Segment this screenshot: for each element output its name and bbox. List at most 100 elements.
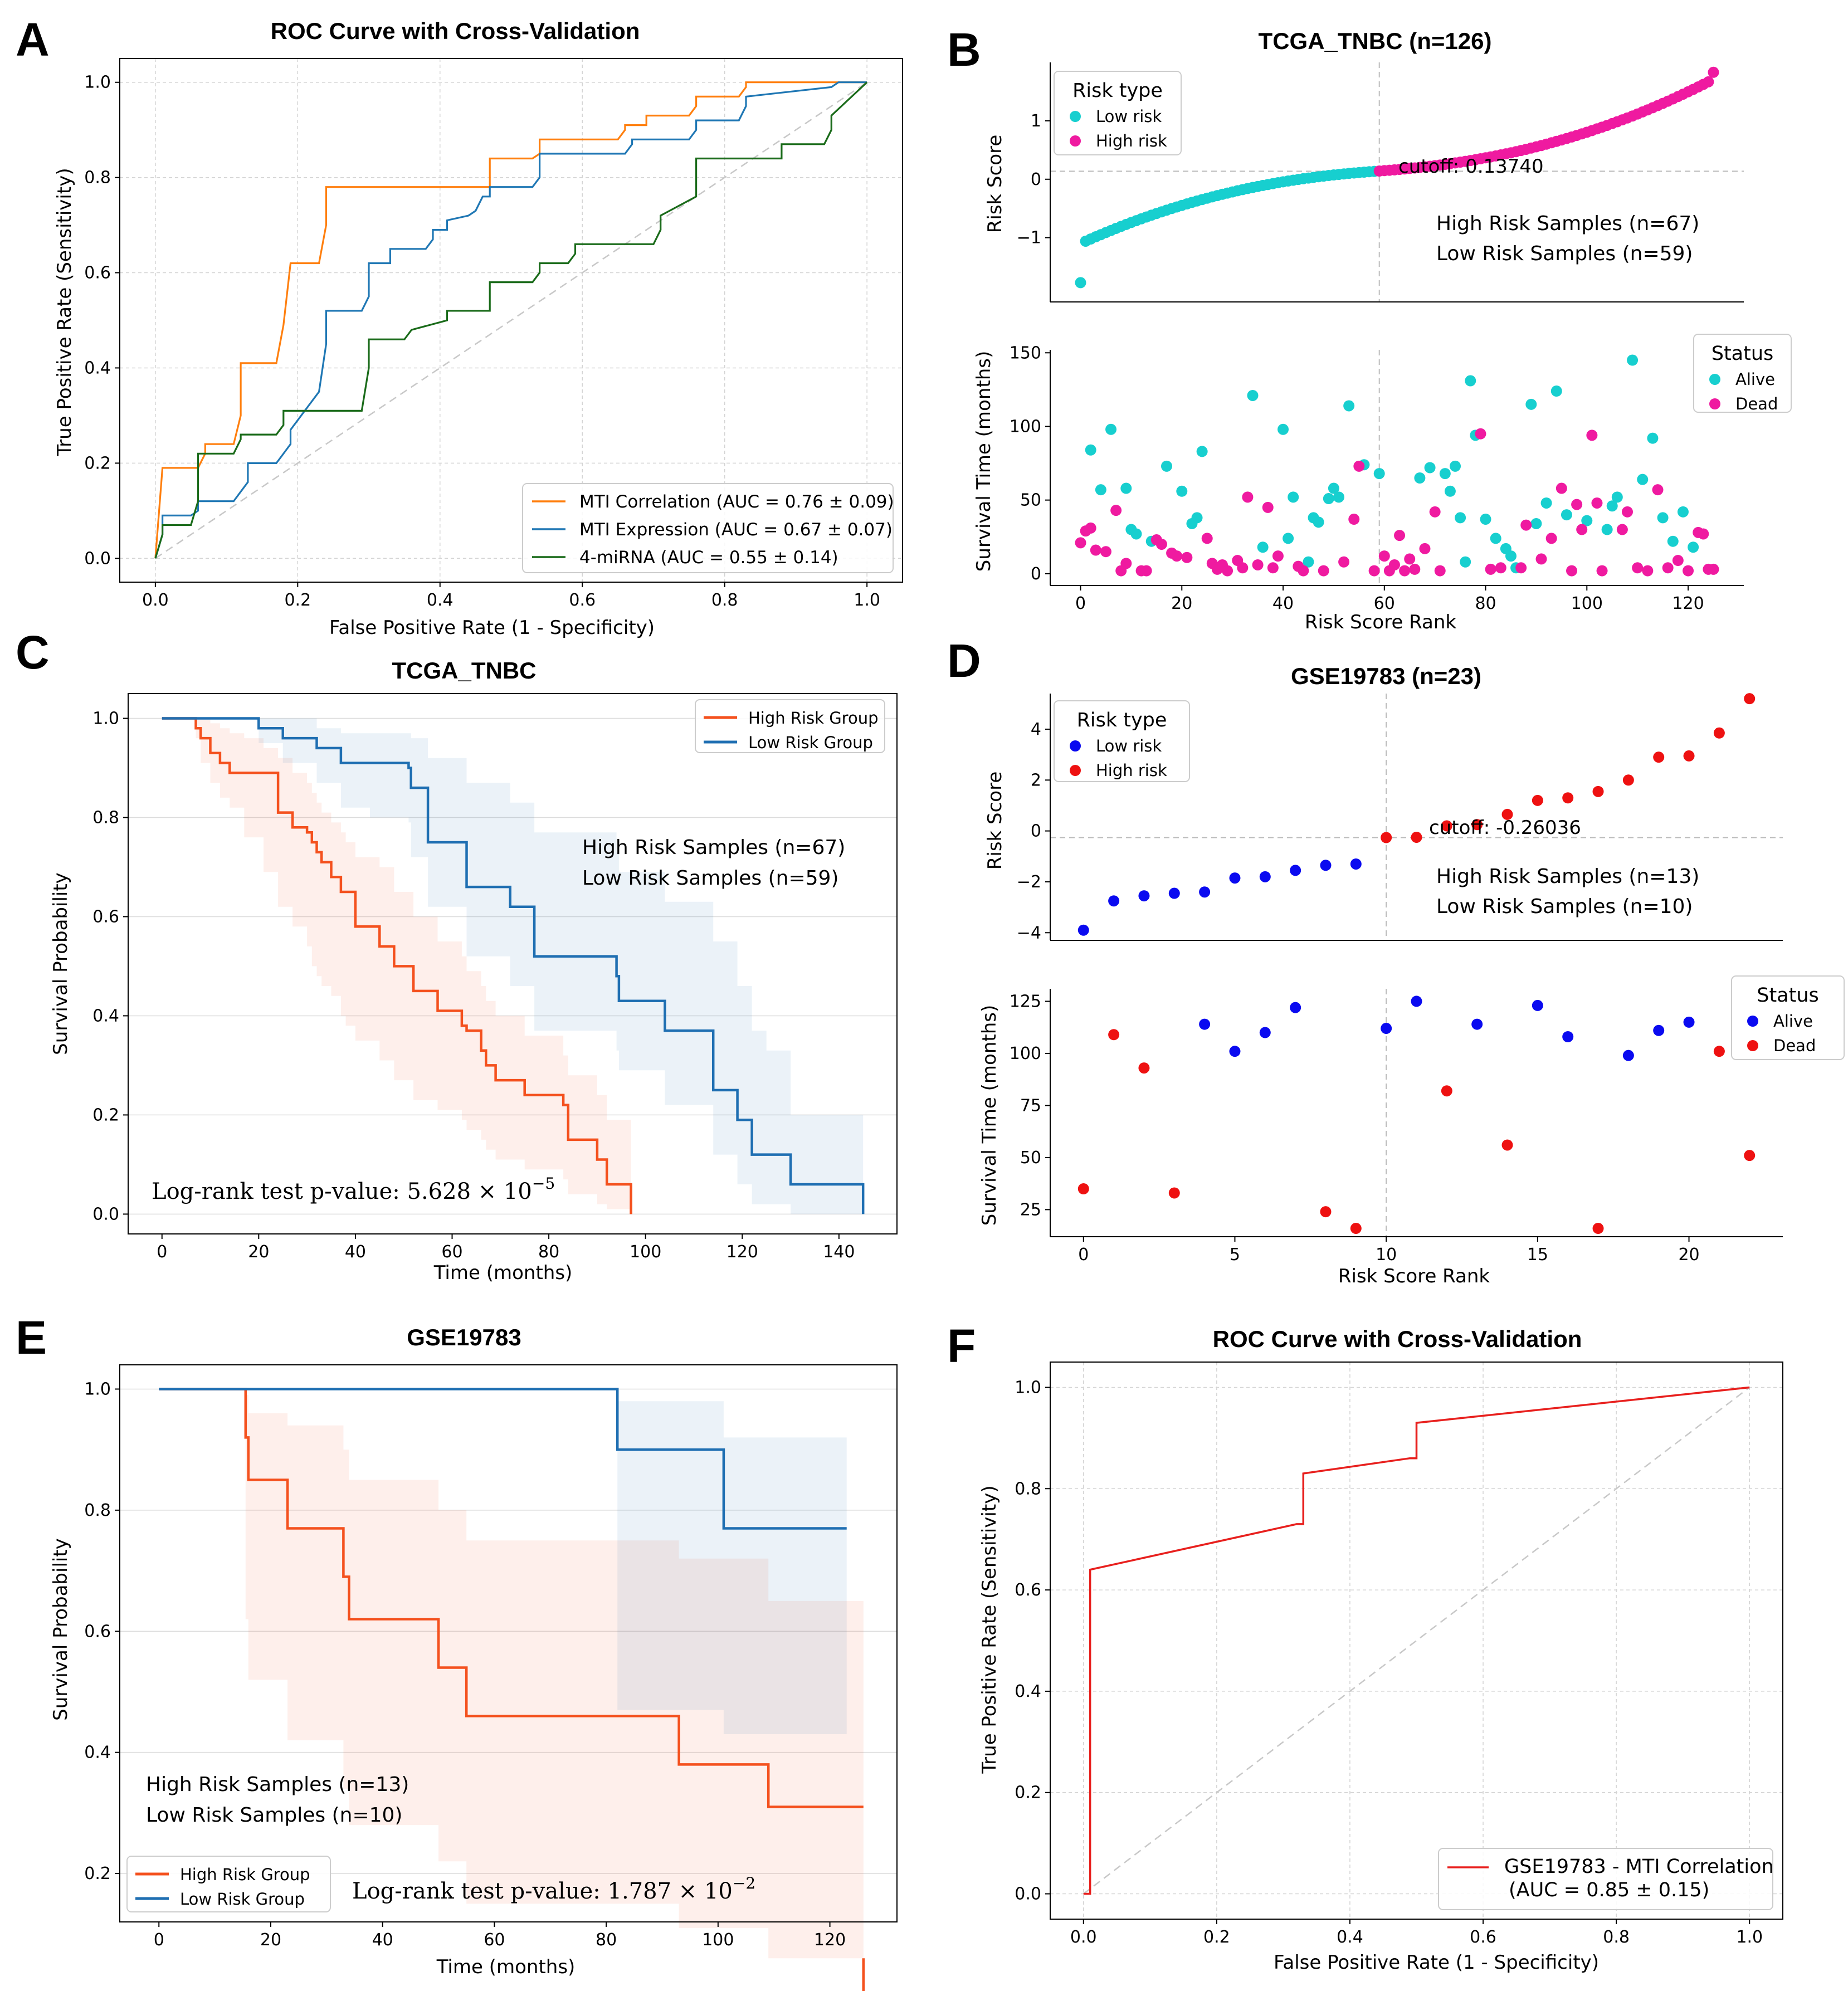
- chart-c-ytick-label: 0.8: [92, 808, 119, 827]
- chart-e-low-ci-band: [159, 1389, 847, 1734]
- chart-e-xtick-label: 20: [260, 1930, 281, 1950]
- chart-f-ytick-label: 0.8: [1015, 1479, 1041, 1499]
- chart-b2-point-dead: [1394, 530, 1406, 541]
- chart-b2-xtick-label: 20: [1171, 594, 1192, 613]
- chart-b2-point-alive: [1288, 491, 1299, 503]
- chart-a-ytick-label: 1.0: [84, 73, 111, 92]
- chart-c-ytick-label: 0.2: [92, 1105, 119, 1125]
- chart-b2-point-alive: [1480, 514, 1491, 525]
- chart-b2-point-alive: [1561, 509, 1572, 521]
- chart-f-chance-line: [1083, 1387, 1750, 1895]
- chart-a-title: ROC Curve with Cross-Validation: [271, 18, 640, 44]
- chart-d2-xtick-label: 20: [1678, 1245, 1699, 1265]
- chart-f-xtick-label: 0.2: [1203, 1927, 1230, 1947]
- chart-e-xtick-label: 120: [814, 1930, 846, 1950]
- chart-f-title: ROC Curve with Cross-Validation: [1213, 1326, 1582, 1352]
- chart-b2-point-alive: [1414, 472, 1426, 484]
- chart-a-ytick-label: 0.8: [84, 168, 111, 188]
- chart-a-legend: [522, 483, 894, 573]
- chart-b2-xlabel: Risk Score Rank: [1305, 611, 1457, 633]
- chart-b2-xtick-label: 60: [1374, 594, 1395, 613]
- chart-b2-point-alive: [1313, 516, 1324, 528]
- chart-b2-xtick-label: 40: [1272, 594, 1294, 613]
- chart-e-xtick-label: 40: [372, 1930, 393, 1950]
- chart-c-xtick-label: 100: [630, 1242, 661, 1262]
- chart-b2-point-dead: [1434, 565, 1446, 577]
- chart-b2-point-dead: [1085, 522, 1096, 534]
- chart-c-legend: [695, 699, 885, 753]
- chart-d2-legend-label: Alive: [1773, 1012, 1813, 1031]
- chart-d2-point-alive: [1381, 1023, 1392, 1034]
- chart-d1-cutoff-label: cutoff: -0.26036: [1429, 817, 1581, 839]
- chart-b2-point-dead: [1100, 546, 1111, 558]
- chart-d2-xtick-label: 10: [1376, 1245, 1397, 1265]
- chart-f-ytick-label: 0.2: [1015, 1783, 1041, 1803]
- chart-c-ytick-label: 0.4: [92, 1006, 119, 1026]
- chart-d1-point: [1713, 727, 1725, 739]
- chart-b2-point-alive: [1601, 524, 1613, 535]
- panel-letter-f: F: [947, 1320, 976, 1372]
- chart-b2-point-dead: [1252, 559, 1264, 570]
- chart-e-ylabel: Survival Probability: [50, 1538, 72, 1721]
- chart-e-logrank-exp: −2: [733, 1874, 755, 1892]
- chart-a-xtick-label: 0.4: [427, 591, 454, 610]
- chart-e-high-ci-band: [159, 1389, 864, 1959]
- panel-letter-b: B: [947, 23, 981, 76]
- chart-b2-point-alive: [1450, 460, 1461, 472]
- chart-d1-point: [1622, 774, 1634, 786]
- chart-b1-legend-label: High risk: [1096, 131, 1167, 150]
- chart-c-logrank-value: 5.628 × 10: [407, 1179, 532, 1204]
- chart-b1-ytick-label: −1: [1017, 228, 1041, 248]
- chart-d1-annotation: High Risk Samples (n=13): [1436, 865, 1699, 888]
- chart-b1-annotation: High Risk Samples (n=67): [1436, 212, 1699, 235]
- chart-b2-point-alive: [1247, 389, 1259, 401]
- chart-e-ytick-label: 0.6: [84, 1622, 111, 1641]
- chart-b2-point-alive: [1611, 491, 1623, 503]
- chart-f-legend: [1438, 1848, 1773, 1910]
- chart-b2-point-alive: [1657, 512, 1669, 524]
- chart-b2-point-alive: [1688, 541, 1699, 553]
- chart-e-high-risk-curve: [159, 1388, 864, 1808]
- chart-b2-point-alive: [1505, 550, 1517, 562]
- chart-d2-legend-marker: [1747, 1016, 1758, 1027]
- chart-d2-legend-marker: [1747, 1040, 1758, 1051]
- chart-d2-point-dead: [1077, 1183, 1089, 1194]
- chart-b2-point-dead: [1298, 565, 1309, 577]
- chart-f-legend-auc: (AUC = 0.85 ± 0.15): [1509, 1879, 1709, 1901]
- chart-b2-point-alive: [1606, 500, 1618, 512]
- chart-d1-ytick-label: 4: [1031, 720, 1041, 739]
- chart-b1-point: [1703, 76, 1714, 87]
- chart-b2-point-dead: [1672, 555, 1684, 567]
- chart-f-series-line-0: [1083, 1386, 1750, 1895]
- chart-b2-point-dead: [1140, 565, 1152, 577]
- chart-e-legend: [126, 1856, 331, 1912]
- chart-d2-point-dead: [1168, 1187, 1180, 1199]
- chart-b2-point-alive: [1373, 468, 1385, 480]
- chart-f-ylabel: True Positive Rate (Sensitivity): [978, 1485, 1001, 1774]
- chart-b2-point-alive: [1328, 482, 1339, 494]
- chart-f-ytick-label: 0.4: [1015, 1682, 1041, 1701]
- chart-b1-annotation: Low Risk Samples (n=59): [1436, 242, 1693, 265]
- chart-a-xlabel: False Positive Rate (1 - Specificity): [329, 617, 655, 639]
- chart-b1-legend: [1054, 71, 1182, 155]
- chart-b2-point-dead: [1571, 499, 1583, 510]
- chart-a-xtick-label: 0.8: [711, 591, 738, 610]
- chart-f-xtick-label: 1.0: [1736, 1927, 1763, 1947]
- chart-d1-legend: [1054, 700, 1190, 782]
- chart-b1-ylabel: Risk Score: [984, 135, 1006, 233]
- chart-b2-legend-label: Alive: [1735, 370, 1775, 389]
- chart-b2-point-alive: [1095, 484, 1106, 496]
- chart-d2-ytick-label: 25: [1020, 1200, 1041, 1219]
- chart-d1-point: [1229, 872, 1241, 884]
- chart-f-ytick-label: 0.0: [1015, 1885, 1041, 1904]
- chart-d2-point-alive: [1653, 1024, 1665, 1036]
- chart-b2-point-dead: [1662, 562, 1674, 574]
- chart-b2-legend-label: Dead: [1735, 394, 1778, 413]
- chart-b2-point-alive: [1647, 432, 1659, 444]
- chart-d2-ytick-label: 75: [1020, 1096, 1041, 1115]
- chart-e-xtick-label: 0: [154, 1930, 164, 1950]
- chart-d1-point: [1562, 792, 1574, 804]
- chart-b2-point-alive: [1424, 462, 1436, 474]
- chart-c-xtick-label: 120: [726, 1242, 758, 1262]
- chart-b2-point-dead: [1556, 482, 1567, 494]
